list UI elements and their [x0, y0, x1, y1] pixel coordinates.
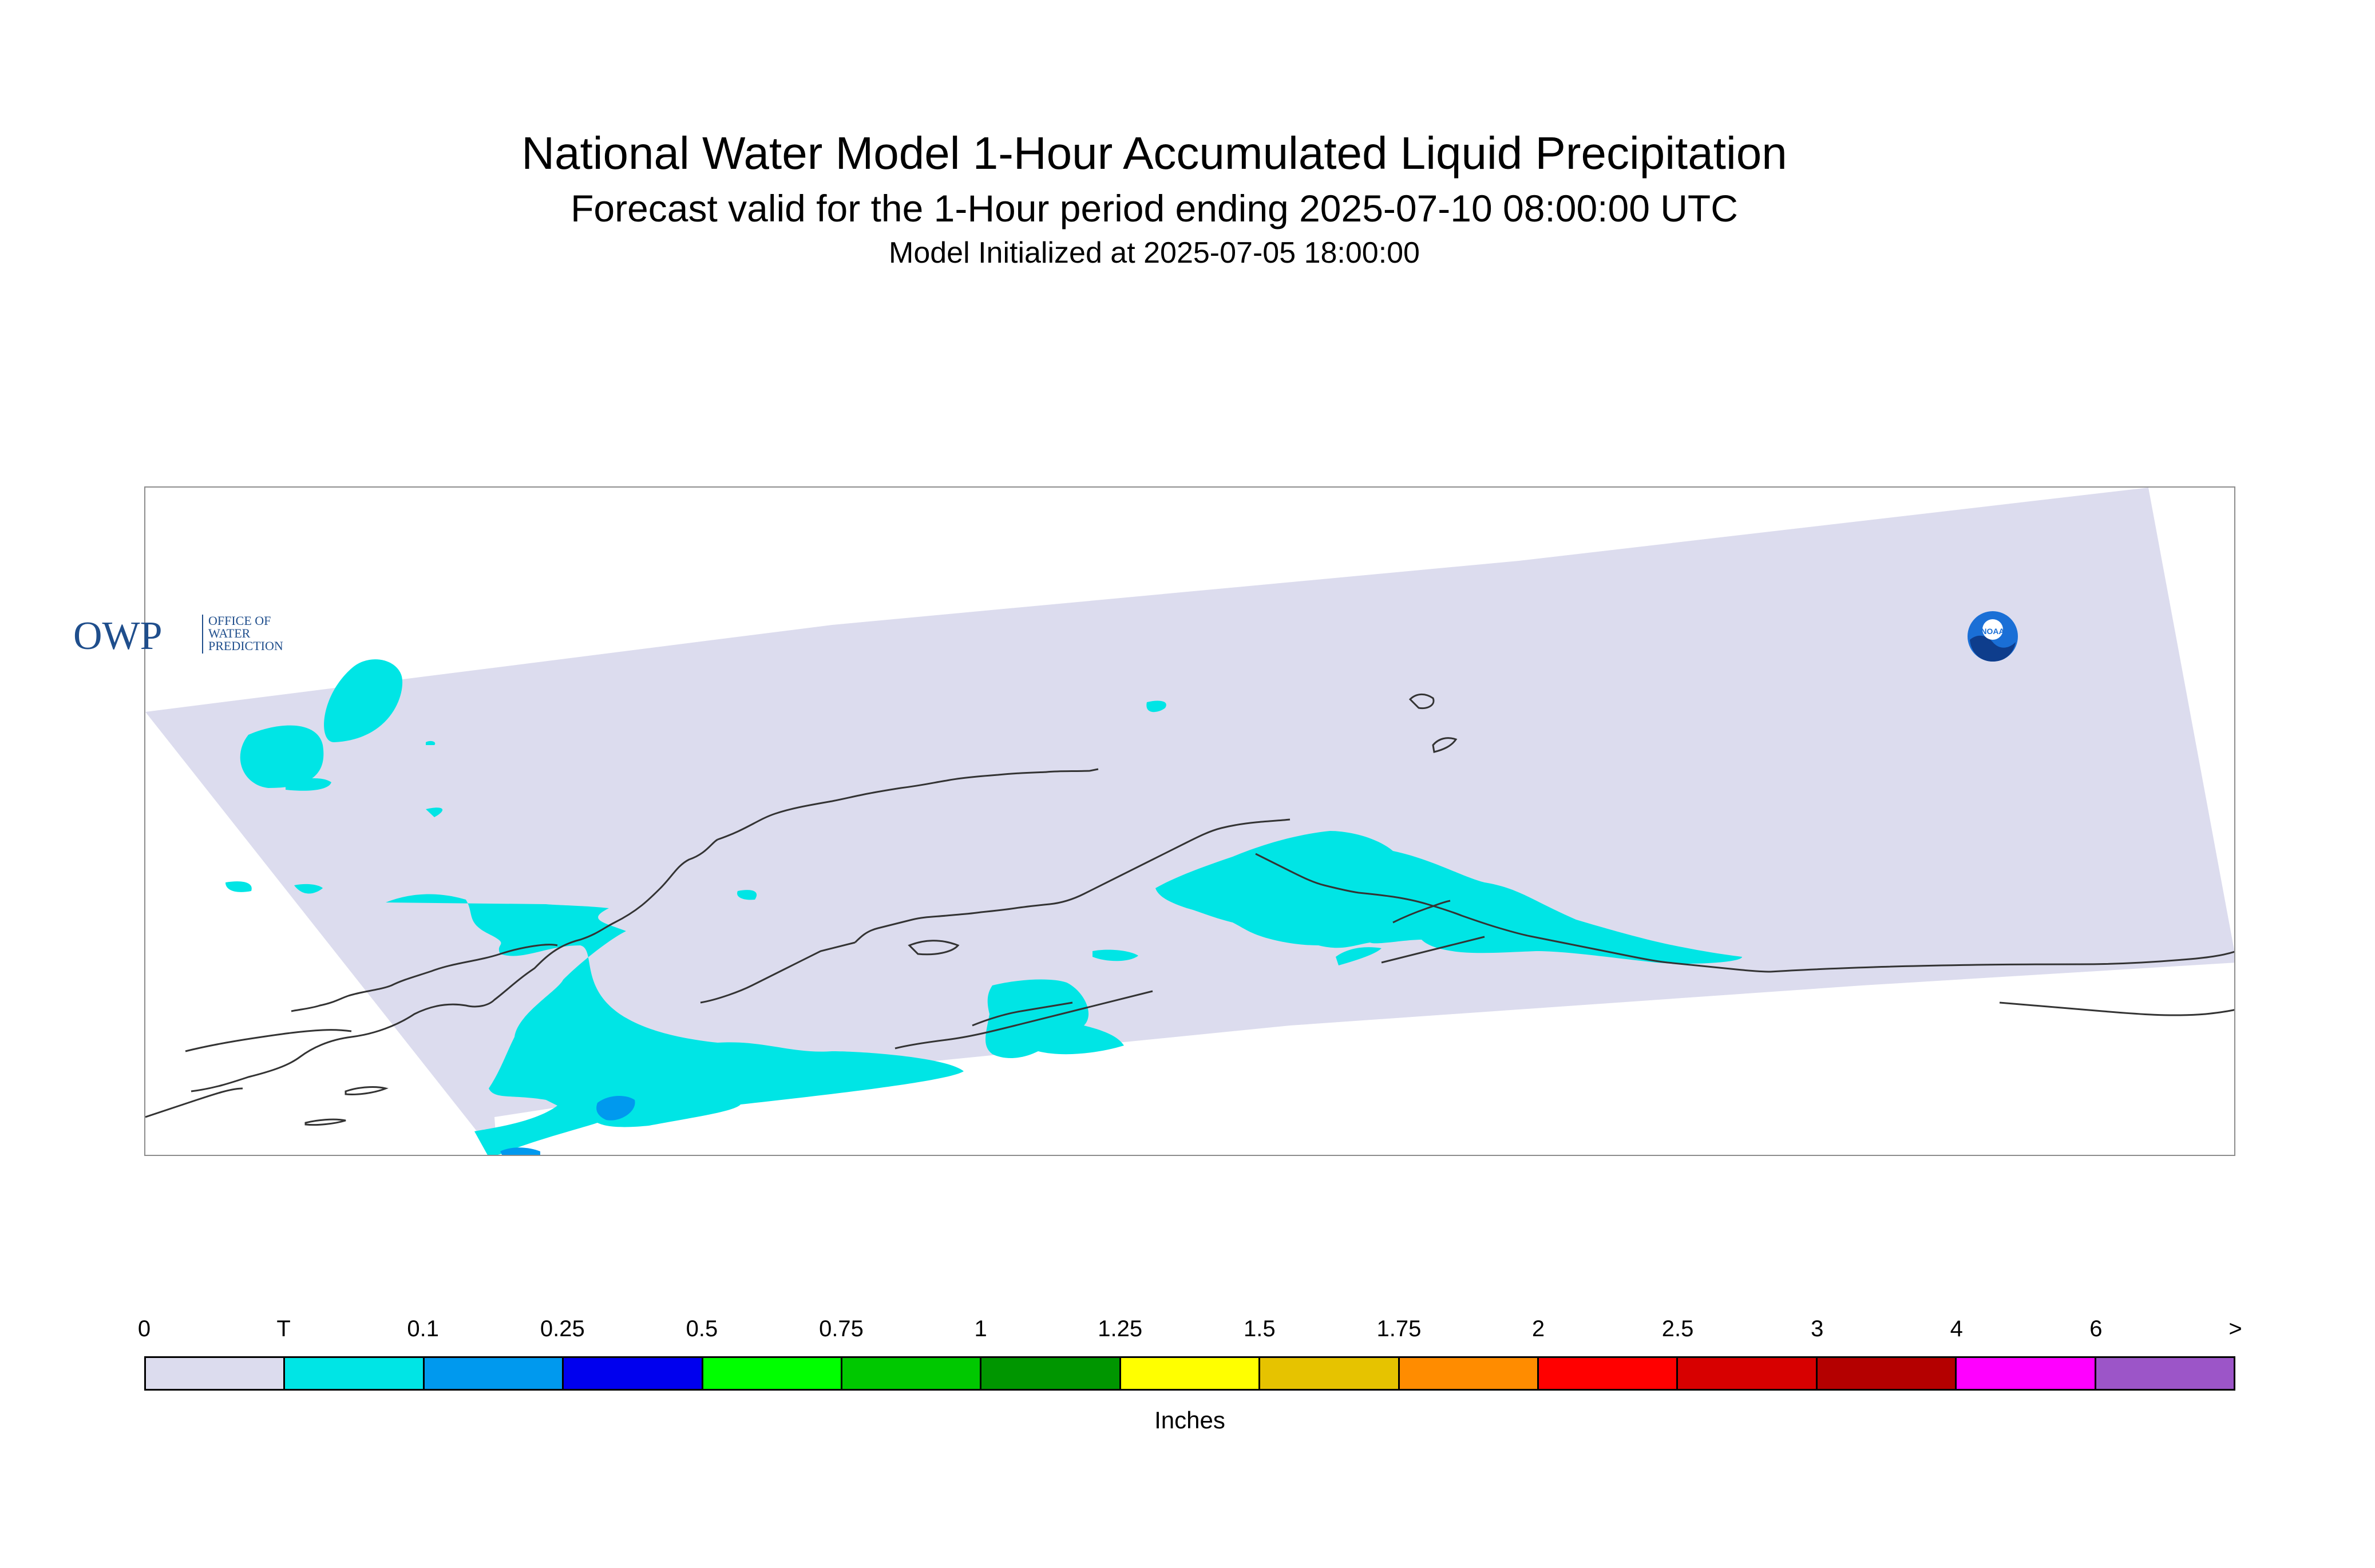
- precip-area-west-4: [737, 890, 757, 900]
- coastline-chukotka: [145, 1087, 243, 1118]
- coastline-island-kotzebue: [908, 940, 960, 956]
- legend-tick-label: 1.5: [1243, 1316, 1276, 1341]
- precip-area-west-1: [426, 807, 443, 817]
- precip-area-gulf: [1155, 831, 1742, 964]
- map-subtitle: Forecast valid for the 1-Hour period end…: [571, 187, 1738, 229]
- coastline-southeast: [1770, 951, 2234, 973]
- model-initialized-label: Model Initialized at 2025-07-05 18:00:00: [889, 236, 1420, 270]
- noaa-logo: NOAA: [1968, 611, 2018, 662]
- coastline-seward: [291, 944, 558, 1012]
- coastline-yukon-delta: [700, 941, 856, 1004]
- legend-tick-label: 6: [2089, 1316, 2103, 1341]
- model-domain: [145, 488, 2234, 1155]
- legend-tick-label: 0.5: [686, 1316, 718, 1341]
- precip-area-north-3: [286, 778, 331, 791]
- precip-area-north-1: [324, 659, 403, 743]
- legend-tick-label: 0: [137, 1316, 151, 1341]
- coastline-island-south-2: [304, 1118, 346, 1126]
- precip-area-bay: [1336, 947, 1382, 965]
- legend-swatch: [146, 1358, 286, 1389]
- legend-tick-label: 1: [974, 1316, 987, 1341]
- map-title: National Water Model 1-Hour Accumulated …: [521, 128, 1787, 179]
- noaa-logo-bird: [1982, 619, 2003, 640]
- coastline-gulf: [1255, 853, 1771, 973]
- precip-area-west-3: [225, 881, 252, 892]
- legend-swatch: [424, 1358, 564, 1389]
- precip-area-small-1: [426, 741, 436, 745]
- legend-color-bar: [144, 1356, 2235, 1391]
- legend-swatch: [1957, 1358, 2096, 1389]
- precip-area-0.1-a: [596, 1096, 635, 1120]
- coastlines: [145, 694, 2234, 1126]
- border-canada: [1999, 1001, 2234, 1016]
- owp-text-line-3: PREDICTION: [208, 639, 283, 653]
- owp-text-line-1: OFFICE OF: [208, 613, 271, 628]
- legend-tick-label: 0.1: [407, 1316, 439, 1341]
- legend-tick-label: T: [276, 1316, 291, 1341]
- trace-precipitation-areas: [225, 659, 1742, 1155]
- coastline-north-slope: [717, 768, 1099, 841]
- legend-tick-label: 0.75: [819, 1316, 864, 1341]
- noaa-logo-wave: [1970, 635, 2016, 662]
- coastline-channel: [972, 1001, 1073, 1027]
- legend-swatch: [564, 1358, 703, 1389]
- owp-mark: OWP: [73, 614, 163, 657]
- precip-area-small-2: [1146, 700, 1166, 712]
- legend-swatch: [1817, 1358, 1957, 1389]
- precip-area-0.1-b: [500, 1147, 540, 1155]
- legend-swatch: [1399, 1358, 1539, 1389]
- legend-swatch: [703, 1358, 843, 1389]
- precip-area-south-1: [1092, 949, 1138, 961]
- legend-swatch: [1121, 1358, 1261, 1389]
- coastline-bristol-bay: [854, 818, 1291, 944]
- map-canvas: [145, 488, 2234, 1155]
- precip-area-west-2: [294, 884, 323, 894]
- owp-text-line-2: WATER: [208, 626, 251, 640]
- legend-swatch: [1678, 1358, 1818, 1389]
- legend-tick-label: >: [2228, 1316, 2242, 1341]
- precip-area-peninsula: [985, 979, 1124, 1058]
- legend-unit-label: Inches: [1154, 1407, 1225, 1434]
- coastline-kodiak: [1392, 900, 1451, 924]
- precipitation-map: [144, 486, 2235, 1156]
- coastline-west-alaska: [191, 838, 718, 1092]
- legend-tick-label: 4: [1950, 1316, 1963, 1341]
- legend-swatch: [842, 1358, 982, 1389]
- legend-tick-label: 2: [1531, 1316, 1545, 1341]
- legend-tick-label: 2.5: [1661, 1316, 1694, 1341]
- coastline-island-south-1: [345, 1086, 389, 1095]
- legend-swatch: [981, 1358, 1121, 1389]
- legend-swatch: [2096, 1358, 2234, 1389]
- legend-tick-label: 1.75: [1376, 1316, 1422, 1341]
- coastline-island-north-2: [1432, 737, 1458, 753]
- coastline-nunivak: [894, 990, 1153, 1050]
- noaa-logo-text: NOAA: [1981, 627, 2004, 636]
- legend-swatch: [1539, 1358, 1679, 1389]
- legend-swatch: [1260, 1358, 1400, 1389]
- legend-swatch: [285, 1358, 425, 1389]
- coastline-aleutian-1: [1381, 936, 1485, 964]
- light-precipitation-areas: [500, 1096, 635, 1155]
- legend-tick-label: 3: [1811, 1316, 1824, 1341]
- precip-area-north-2: [240, 725, 324, 788]
- legend-tick-label: 0.25: [540, 1316, 585, 1341]
- owp-logo: OWP OFFICE OF WATER PREDICTION: [73, 613, 283, 657]
- coastline-st-lawrence: [185, 1029, 352, 1052]
- coastline-island-north-1: [1408, 694, 1435, 710]
- precip-area-main-west: [386, 894, 964, 1155]
- legend-tick-label: 1.25: [1098, 1316, 1143, 1341]
